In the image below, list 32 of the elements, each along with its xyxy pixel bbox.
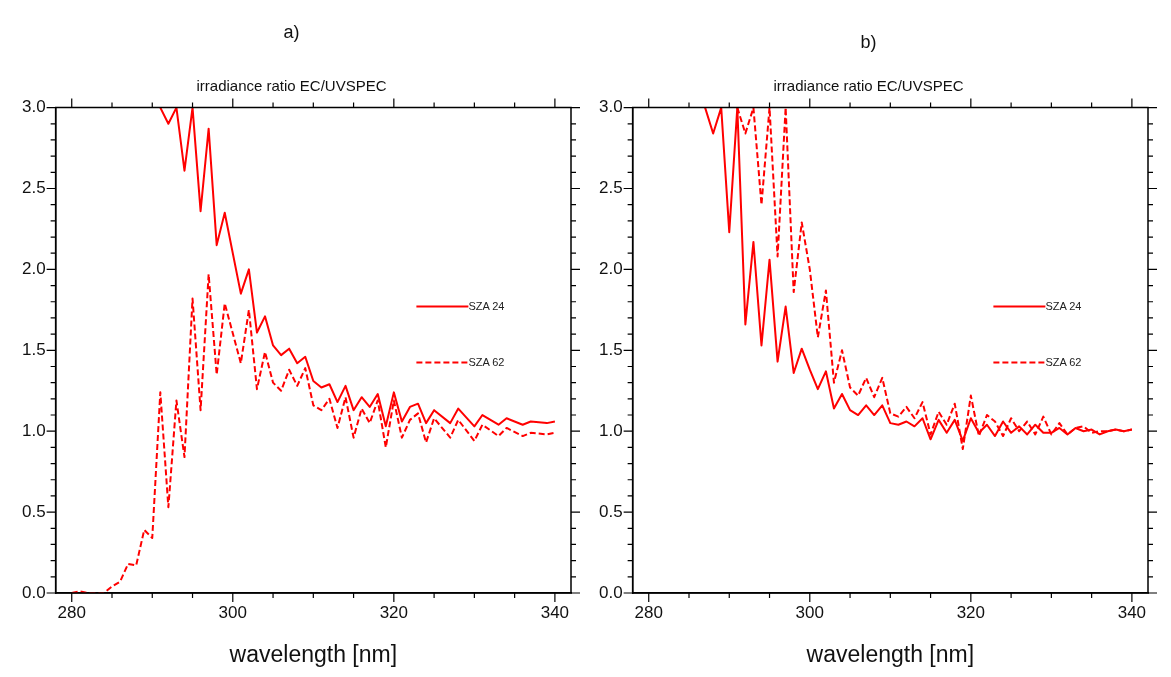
y-tick-label: 2.5 bbox=[598, 178, 623, 198]
x-tick-label: 320 bbox=[379, 602, 409, 622]
chart-title: a) bbox=[283, 21, 300, 42]
x-tick-label: 340 bbox=[1117, 602, 1147, 622]
x-tick-label: 340 bbox=[540, 602, 570, 622]
x-tick-label: 300 bbox=[218, 602, 247, 622]
y-tick-label: 2.5 bbox=[21, 178, 46, 198]
y-tick-label: 3.0 bbox=[598, 97, 623, 117]
chart-subtitle: irradiance ratio EC/UVSPEC bbox=[773, 76, 964, 94]
legend-label: SZA 24 bbox=[468, 299, 505, 312]
y-tick-label: 0.5 bbox=[598, 501, 623, 521]
y-tick-label: 1.0 bbox=[598, 420, 623, 440]
y-tick-label: 1.0 bbox=[21, 420, 46, 440]
y-tick-label: 3.0 bbox=[21, 97, 46, 117]
x-tick-label: 280 bbox=[57, 602, 86, 622]
y-tick-label: 0.0 bbox=[21, 582, 46, 602]
x-axis-title: wavelength [nm] bbox=[805, 640, 975, 667]
x-tick-label: 300 bbox=[795, 602, 824, 622]
y-tick-label: 0.0 bbox=[598, 582, 623, 602]
y-tick-label: 1.5 bbox=[598, 339, 623, 359]
chart-title: b) bbox=[860, 31, 877, 52]
legend-label: SZA 62 bbox=[468, 355, 505, 368]
legend-label: SZA 24 bbox=[1045, 299, 1082, 312]
y-tick-label: 0.5 bbox=[21, 501, 46, 521]
x-tick-label: 280 bbox=[634, 602, 663, 622]
chart-subtitle: irradiance ratio EC/UVSPEC bbox=[196, 76, 387, 94]
y-tick-label: 2.0 bbox=[21, 259, 46, 279]
y-tick-label: 1.5 bbox=[21, 339, 46, 359]
legend-label: SZA 62 bbox=[1045, 355, 1082, 368]
x-tick-label: 320 bbox=[956, 602, 986, 622]
x-axis-title: wavelength [nm] bbox=[228, 640, 398, 667]
y-tick-label: 2.0 bbox=[598, 259, 623, 279]
